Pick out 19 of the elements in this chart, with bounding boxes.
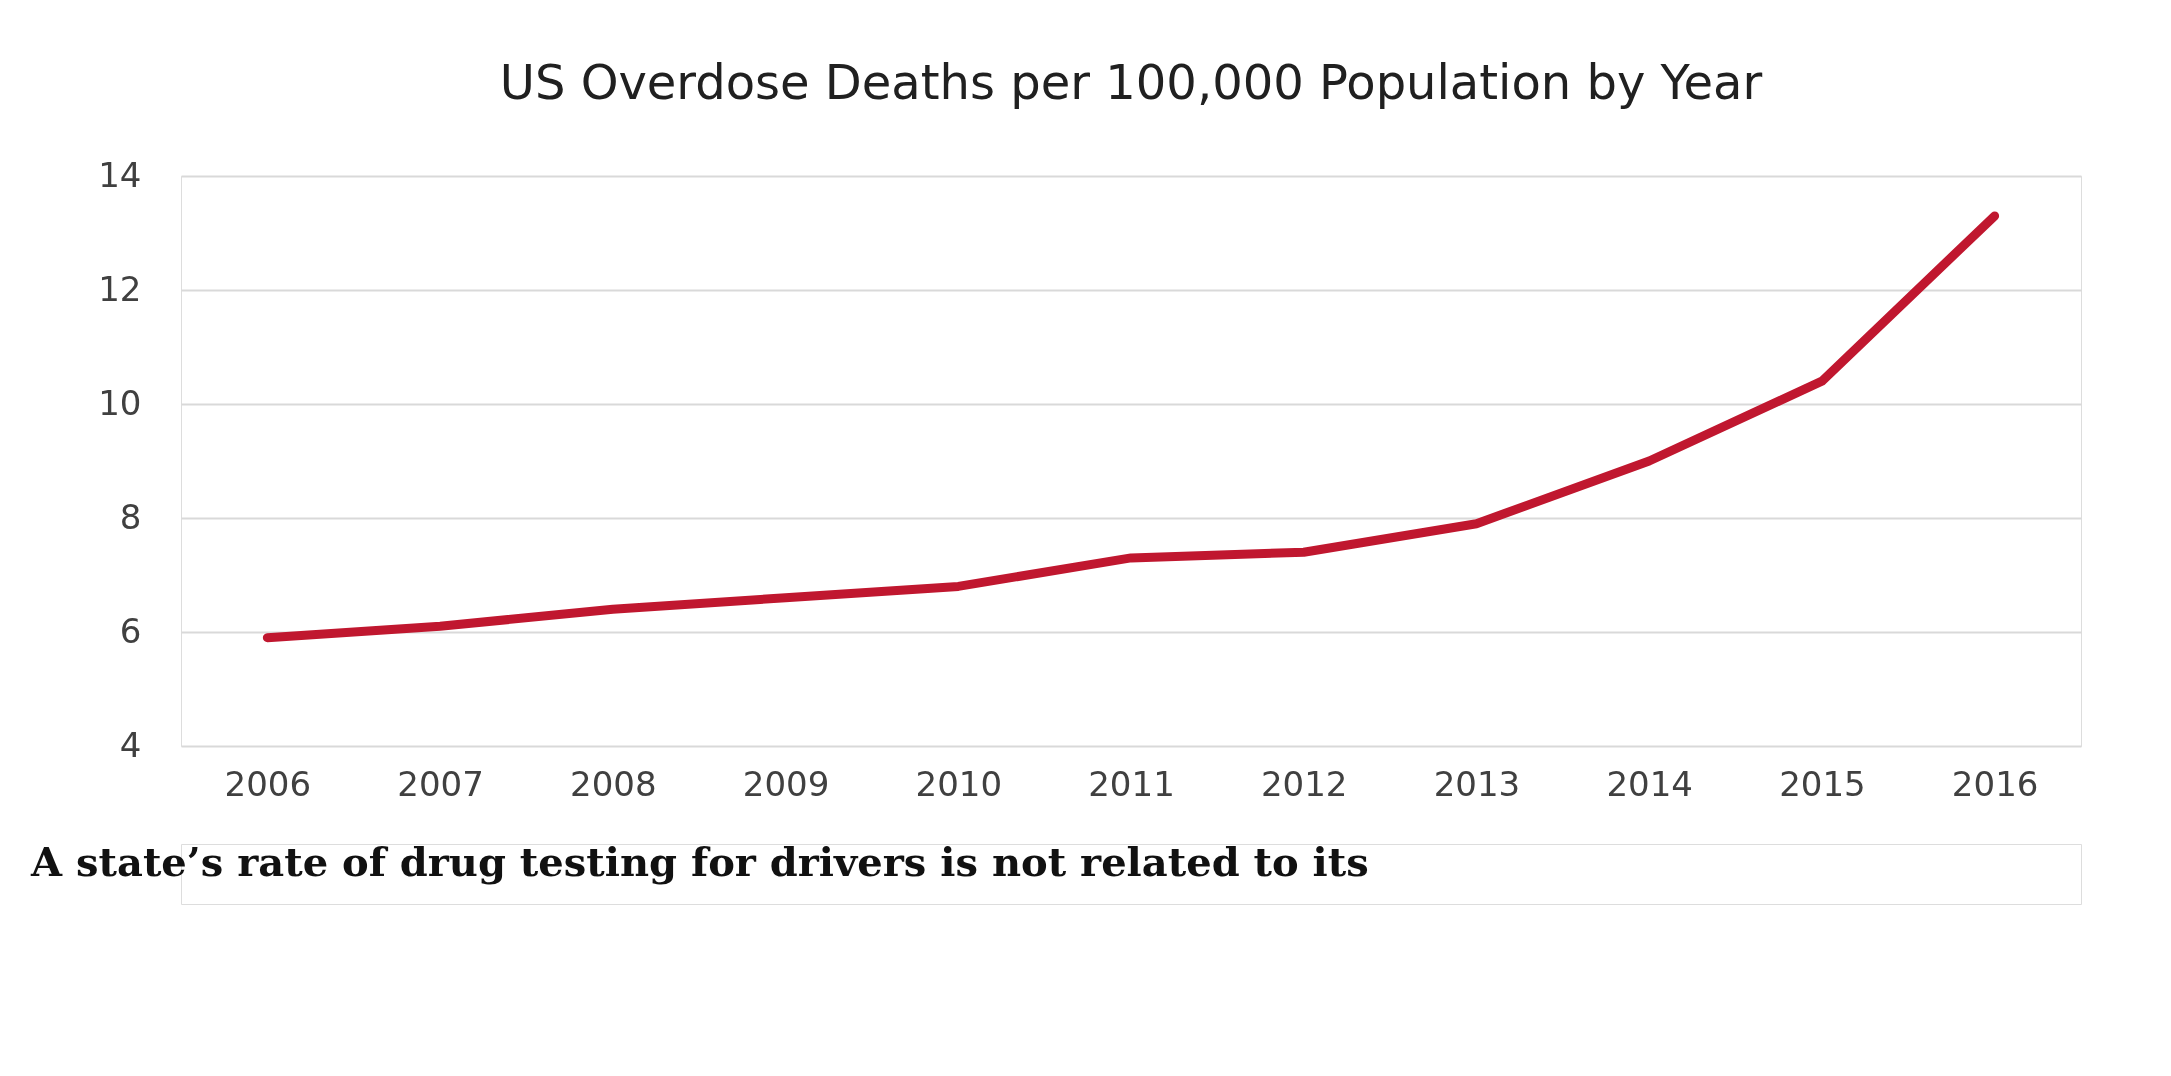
x-tick-label: 2014 xyxy=(1606,763,1693,804)
x-tick-label: 2012 xyxy=(1260,763,1348,804)
x-tick-label: 2007 xyxy=(397,763,484,804)
y-tick-label: 8 xyxy=(119,496,142,537)
y-tick-label: 10 xyxy=(98,382,142,423)
x-tick-label: 2011 xyxy=(1088,763,1175,804)
x-tick-label: 2008 xyxy=(570,763,657,804)
x-tick-label: 2009 xyxy=(742,763,830,804)
x-tick-label: 2006 xyxy=(224,763,312,804)
x-tick-label: 2015 xyxy=(1779,763,1866,804)
y-tick-label: 4 xyxy=(119,724,142,765)
x-tick-label: 2013 xyxy=(1433,763,1521,804)
y-tick-label: 12 xyxy=(98,268,142,309)
x-tick-label: 2016 xyxy=(1951,763,2039,804)
x-tick-label: 2010 xyxy=(915,763,1003,804)
y-tick-label: 6 xyxy=(119,610,142,651)
chart-title: US Overdose Deaths per 100,000 Population by Year xyxy=(499,54,1763,110)
y-tick-label: 14 xyxy=(98,154,142,195)
text: A state’s rate of drug testing for drivers is not related to its xyxy=(30,838,1369,885)
